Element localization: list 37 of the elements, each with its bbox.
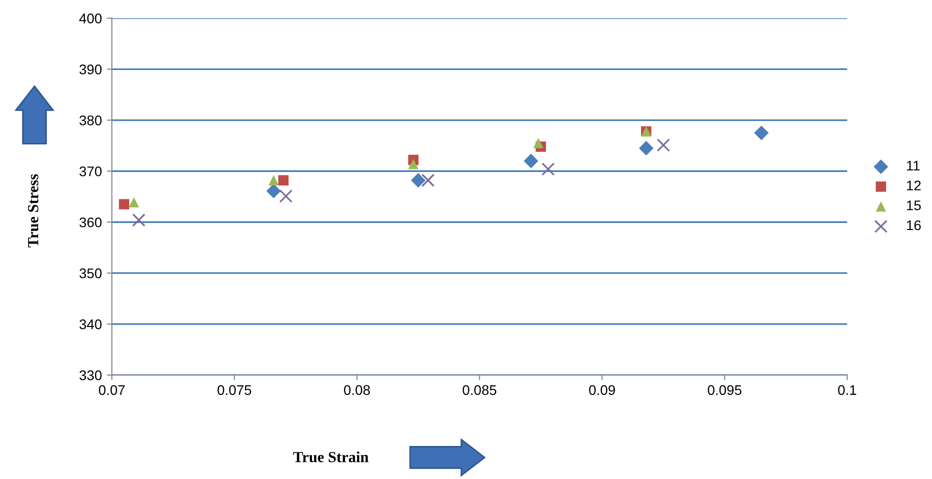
y-tick-label: 340 xyxy=(79,319,102,330)
y-tick-label: 360 xyxy=(79,217,102,228)
y-tick-label: 370 xyxy=(79,166,102,176)
point xyxy=(266,184,281,198)
point xyxy=(268,175,279,186)
legend-label: 16 xyxy=(906,220,921,230)
point xyxy=(408,158,418,170)
point xyxy=(128,197,140,208)
point xyxy=(754,126,769,140)
point xyxy=(410,173,426,188)
point xyxy=(656,138,670,152)
legend-label: 12 xyxy=(906,180,921,190)
point xyxy=(279,189,293,203)
x-tick-label: 0.1 xyxy=(838,385,856,395)
point xyxy=(524,154,538,168)
y-tick-label: 330 xyxy=(79,370,102,380)
x-tick-label: 0.075 xyxy=(218,385,252,395)
point xyxy=(533,138,544,148)
x-tick-label: 0.07 xyxy=(98,385,125,395)
legend-label: 15 xyxy=(906,200,921,210)
point xyxy=(118,199,130,210)
x-tick-label: 0.095 xyxy=(708,385,742,395)
y-tick-label: 400 xyxy=(79,14,102,24)
legend-label: 11 xyxy=(906,160,920,170)
point xyxy=(542,162,555,176)
x-tick-label: 0.09 xyxy=(589,385,615,395)
point xyxy=(638,140,654,156)
x-axis-title: True Strain xyxy=(293,451,368,462)
point xyxy=(132,213,146,227)
y-axis-title: True Stress xyxy=(28,174,38,248)
y-tick-label: 390 xyxy=(79,64,102,74)
y-tick-label: 380 xyxy=(79,115,102,126)
x-tick-label: 0.085 xyxy=(462,385,496,395)
point xyxy=(278,175,289,186)
y-tick-label: 350 xyxy=(79,268,102,278)
point xyxy=(421,174,435,187)
x-tick-label: 0.08 xyxy=(344,385,370,395)
